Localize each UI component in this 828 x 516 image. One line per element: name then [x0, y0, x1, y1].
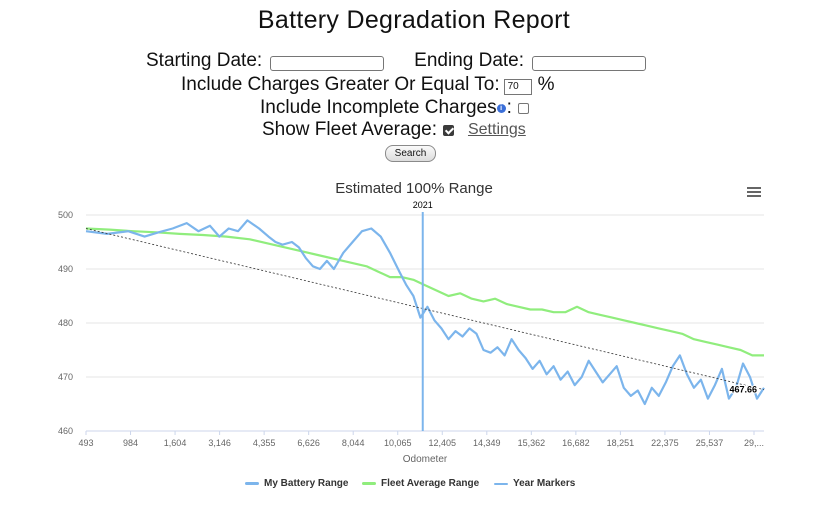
fleet-avg-row: Show Fleet Average: Settings [262, 119, 526, 141]
y-tick-label: 500 [58, 210, 73, 220]
legend-label-my-battery: My Battery Range [264, 478, 349, 489]
incomplete-label: Include Incomplete Charges [260, 97, 497, 118]
fleet-avg-checkbox[interactable] [442, 124, 454, 136]
x-tick-label: 16,682 [562, 438, 590, 448]
charge-threshold-label: Include Charges Greater Or Equal To: [181, 74, 500, 95]
ending-date-input[interactable] [532, 56, 647, 71]
search-button[interactable]: Search [385, 145, 436, 162]
trend-end-label: 467.66 [729, 385, 757, 395]
legend-swatch-fleet-average [362, 482, 376, 485]
legend-label-year-markers: Year Markers [513, 478, 576, 489]
year-marker-label: 2021 [413, 200, 433, 210]
x-tick-label: 3,146 [208, 438, 231, 448]
x-tick-label: 14,349 [473, 438, 501, 448]
incomplete-row: Include Incomplete Charges i : [260, 97, 529, 119]
y-tick-label: 470 [58, 372, 73, 382]
starting-date-input[interactable] [270, 56, 385, 71]
series-line-fleet-average-range [85, 227, 764, 357]
x-tick-label: 1,604 [164, 438, 187, 448]
x-tick-label: 25,537 [696, 438, 724, 448]
charge-threshold-input[interactable]: 70 [503, 79, 532, 95]
legend-item-year-markers[interactable]: Year Markers [494, 478, 575, 489]
trend-line [85, 228, 765, 391]
x-tick-label: 4,355 [253, 438, 276, 448]
legend-item-fleet-average[interactable]: Fleet Average Range [362, 478, 479, 489]
x-tick-label: 18,251 [607, 438, 635, 448]
incomplete-checkbox[interactable] [517, 102, 529, 114]
y-tick-label: 460 [58, 426, 73, 436]
legend-label-fleet-average: Fleet Average Range [381, 478, 480, 489]
x-tick-label: 6,626 [297, 438, 320, 448]
fleet-avg-label: Show Fleet Average: [262, 119, 437, 140]
x-tick-label: 22,375 [651, 438, 679, 448]
settings-link[interactable]: Settings [467, 121, 526, 138]
date-row: Starting Date: Ending Date: [146, 50, 647, 72]
x-tick-label: 984 [123, 438, 138, 448]
starting-date-label: Starting Date: [146, 50, 263, 71]
incomplete-colon: : [506, 97, 512, 118]
legend-item-my-battery[interactable]: My Battery Range [245, 478, 348, 489]
charge-threshold-unit: % [537, 74, 555, 95]
menu-icon[interactable] [747, 187, 761, 199]
series-line-my-battery-range [85, 219, 765, 406]
page-title: Battery Degradation Report [257, 6, 571, 34]
info-icon[interactable]: i [496, 103, 506, 113]
legend-swatch-my-battery [245, 482, 259, 485]
legend-swatch-year-markers [494, 482, 508, 485]
x-tick-label: 12,405 [429, 438, 457, 448]
chart-title: Estimated 100% Range [335, 180, 493, 197]
ending-date-label: Ending Date: [414, 50, 525, 71]
x-tick-label: 8,044 [342, 438, 365, 448]
y-tick-label: 490 [58, 264, 73, 274]
x-axis-title: Odometer [403, 454, 448, 465]
x-tick-label: 493 [78, 438, 93, 448]
y-tick-label: 480 [58, 318, 73, 328]
x-tick-label: 29,... [744, 438, 764, 448]
charge-threshold-row: Include Charges Greater Or Equal To: 70 … [181, 74, 555, 96]
x-tick-label: 10,065 [384, 438, 412, 448]
x-tick-label: 15,362 [518, 438, 546, 448]
